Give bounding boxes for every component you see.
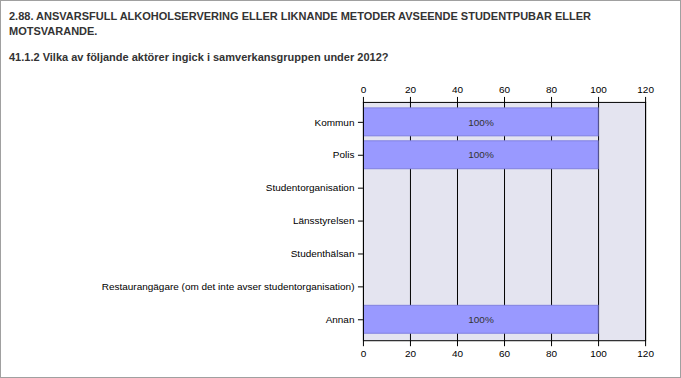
html-text:2.88. ANSVARSFULL ALKOHOLSERVE: 2.88. ANSVARSFULL ALKOHOLSERVERING ELLER…: [9, 10, 591, 37]
svg-text:60: 60: [499, 84, 511, 95]
svg-text:0: 0: [361, 84, 367, 95]
svg-text:40: 40: [452, 84, 464, 95]
html-text:41.1.2 Vilka av följande aktör: 41.1.2 Vilka av följande aktörer ingick …: [9, 51, 389, 63]
svg-text:Studentorganisation: Studentorganisation: [266, 182, 355, 193]
svg-text:100%: 100%: [468, 149, 494, 160]
svg-text:Polis: Polis: [333, 149, 355, 160]
svg-text:Restaurangägare (om det inte a: Restaurangägare (om det inte avser stude…: [102, 281, 355, 292]
svg-text:100%: 100%: [468, 314, 494, 325]
svg-text:0: 0: [361, 348, 367, 359]
svg-text:120: 120: [637, 84, 654, 95]
svg-text:Kommun: Kommun: [315, 117, 355, 128]
svg-text:20: 20: [405, 84, 417, 95]
svg-text:Länsstyrelsen: Länsstyrelsen: [293, 215, 355, 226]
svg-text:80: 80: [546, 348, 558, 359]
svg-text:100: 100: [590, 348, 607, 359]
svg-text:100%: 100%: [468, 117, 494, 128]
svg-text:120: 120: [637, 348, 654, 359]
svg-text:Studenthälsan: Studenthälsan: [291, 248, 355, 259]
svg-text:100: 100: [590, 84, 607, 95]
svg-text:Annan: Annan: [326, 314, 355, 325]
svg-text:40: 40: [452, 348, 464, 359]
svg-text:60: 60: [499, 348, 511, 359]
svg-text:80: 80: [546, 84, 558, 95]
svg-text:20: 20: [405, 348, 417, 359]
